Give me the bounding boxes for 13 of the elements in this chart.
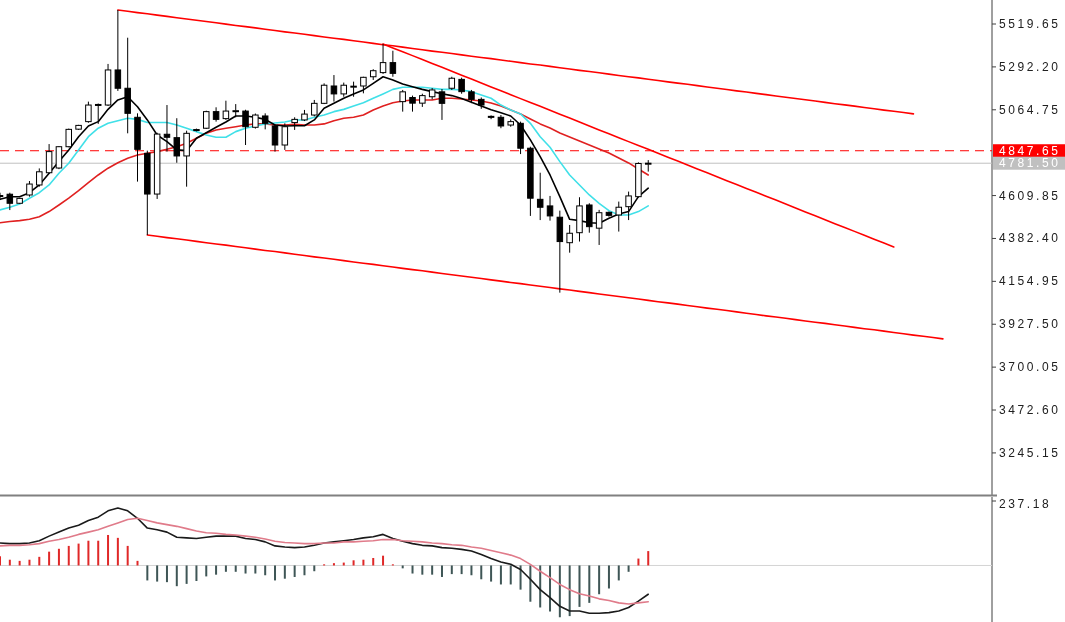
- text: 237.18: [999, 497, 1052, 511]
- y-tick-label: 3700.05: [999, 360, 1061, 375]
- y-tick-label: 5519.65: [999, 17, 1061, 32]
- y-tick-label: 4154.95: [999, 274, 1061, 289]
- y-tick-label: 3927.50: [999, 317, 1061, 332]
- y-tick-label: 4609.85: [999, 188, 1061, 203]
- y-tick-label: 3245.15: [999, 445, 1061, 460]
- y-tick-label: 5292.20: [999, 59, 1061, 74]
- y-tick-label: 5064.75: [999, 102, 1061, 117]
- y-tick-label: 3472.60: [999, 403, 1061, 418]
- y-tick-label: 4382.40: [999, 231, 1061, 246]
- ref-line-label: 4781.50: [999, 156, 1061, 171]
- ref-line-label: 4847.65: [999, 143, 1061, 158]
